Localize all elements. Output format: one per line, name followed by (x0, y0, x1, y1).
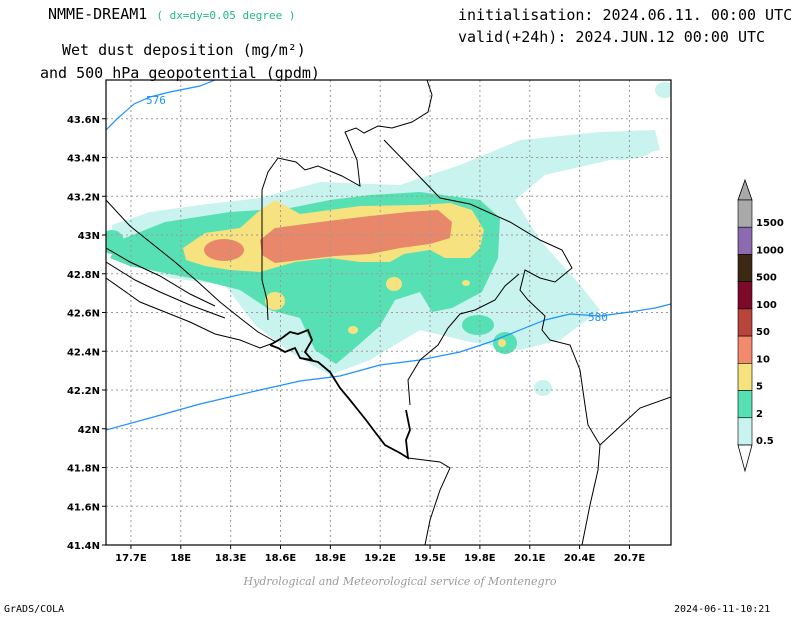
init-time: initialisation: 2024.06.11. 00:00 UTC (458, 6, 793, 24)
x-tick-label: 20.7E (614, 553, 646, 564)
x-tick-label: 18.3E (215, 553, 247, 564)
legend-label: 100 (756, 300, 777, 311)
legend-arrow-top (737, 178, 753, 201)
contour-label-576: 576 (146, 94, 166, 107)
coast-montenegro (299, 357, 411, 460)
legend-label: 0.5 (756, 436, 774, 447)
y-tick-label: 43.6N (67, 115, 100, 126)
legend-swatch-100 (737, 281, 753, 310)
x-tick-label: 18.6E (265, 553, 297, 564)
border-inner (407, 273, 520, 406)
border-bosnia-w (106, 277, 277, 349)
credit-text: Hydrological and Meteorological service … (243, 575, 557, 588)
legend-label: 500 (756, 273, 777, 284)
legend-swatch-5 (737, 363, 753, 391)
coast-croatia (106, 199, 277, 343)
x-tick-label: 18E (170, 553, 191, 564)
legend-swatch-1000 (737, 226, 753, 255)
model-title: NMME-DREAM1 ( dx=dy=0.05 degree ) (48, 5, 295, 23)
model-name: NMME-DREAM1 (48, 5, 148, 23)
border-east (383, 139, 601, 545)
geopotential-contours (106, 80, 671, 431)
timestamp-label: 2024-06-11-10:21 (674, 604, 771, 615)
y-axis-labels: 43.6N 43.4N 43.2N 43N 42.8N 42.6N 42.4N 42.2N 42… (67, 115, 100, 552)
legend-label: 1000 (756, 245, 784, 256)
legend-label: 1500 (756, 218, 784, 229)
legend-swatch-10 (737, 335, 753, 364)
coastlines-borders (106, 80, 671, 545)
model-resolution: ( dx=dy=0.05 degree ) (156, 9, 296, 22)
legend-swatch-2 (737, 390, 753, 419)
x-tick-label: 20.4E (564, 553, 596, 564)
color-legend: 1500 1000 500 100 50 10 5 2 0.5 (737, 178, 784, 473)
lat-lon-grid (106, 80, 671, 546)
legend-label: 10 (756, 354, 770, 365)
y-tick-label: 41.8N (67, 464, 100, 475)
y-tick-label: 42.6N (67, 309, 100, 320)
bay-kotor (269, 328, 315, 362)
border-east-2 (599, 396, 671, 446)
legend-label: 2 (756, 409, 763, 420)
border-albania (407, 457, 451, 545)
dust-field (106, 82, 671, 396)
legend-label: 50 (756, 327, 770, 338)
x-axis-labels: 17.7E 18E 18.3E 18.6E 18.9E 19.2E 19.5E 19.8E 20… (115, 553, 645, 564)
x-tick-label: 17.7E (115, 553, 147, 564)
deposition-10 (204, 210, 452, 263)
legend-arrow-bottom (737, 444, 753, 473)
valid-time: valid(+24h): 2024.JUN.12 00:00 UTC (458, 28, 766, 46)
coast-lines-nw2 (106, 247, 216, 307)
y-tick-label: 41.6N (67, 502, 100, 513)
software-label: GrADS/COLA (4, 604, 65, 615)
contour-label-580: 580 (588, 311, 608, 324)
y-tick-label: 41.4N (67, 541, 100, 552)
map-title-line1: Wet dust deposition (mg/m²) (62, 41, 306, 59)
y-tick-label: 42N (78, 425, 100, 436)
axis-ticks (102, 118, 630, 549)
y-tick-label: 43.2N (67, 192, 100, 203)
x-tick-label: 19.5E (414, 553, 446, 564)
contour-580 (106, 303, 671, 431)
y-tick-label: 42.4N (67, 347, 100, 358)
x-tick-label: 19.2E (364, 553, 396, 564)
legend-swatch-50 (737, 308, 753, 337)
x-tick-label: 19.8E (464, 553, 496, 564)
y-tick-label: 42.8N (67, 270, 100, 281)
y-tick-label: 43.4N (67, 154, 100, 165)
legend-swatch-1500 (737, 199, 753, 228)
map-title-line2: and 500 hPa geopotential (gpdm) (40, 64, 320, 82)
y-tick-label: 42.2N (67, 386, 100, 397)
legend-label: 5 (756, 382, 763, 393)
legend-swatch-0.5 (737, 417, 753, 446)
legend-swatch-500 (737, 254, 753, 282)
x-tick-label: 18.9E (315, 553, 347, 564)
border-north (261, 80, 433, 321)
coast-lines-nw (106, 261, 226, 319)
contour-576 (106, 80, 216, 131)
x-tick-label: 20.1E (514, 553, 546, 564)
y-tick-label: 43N (78, 231, 100, 242)
